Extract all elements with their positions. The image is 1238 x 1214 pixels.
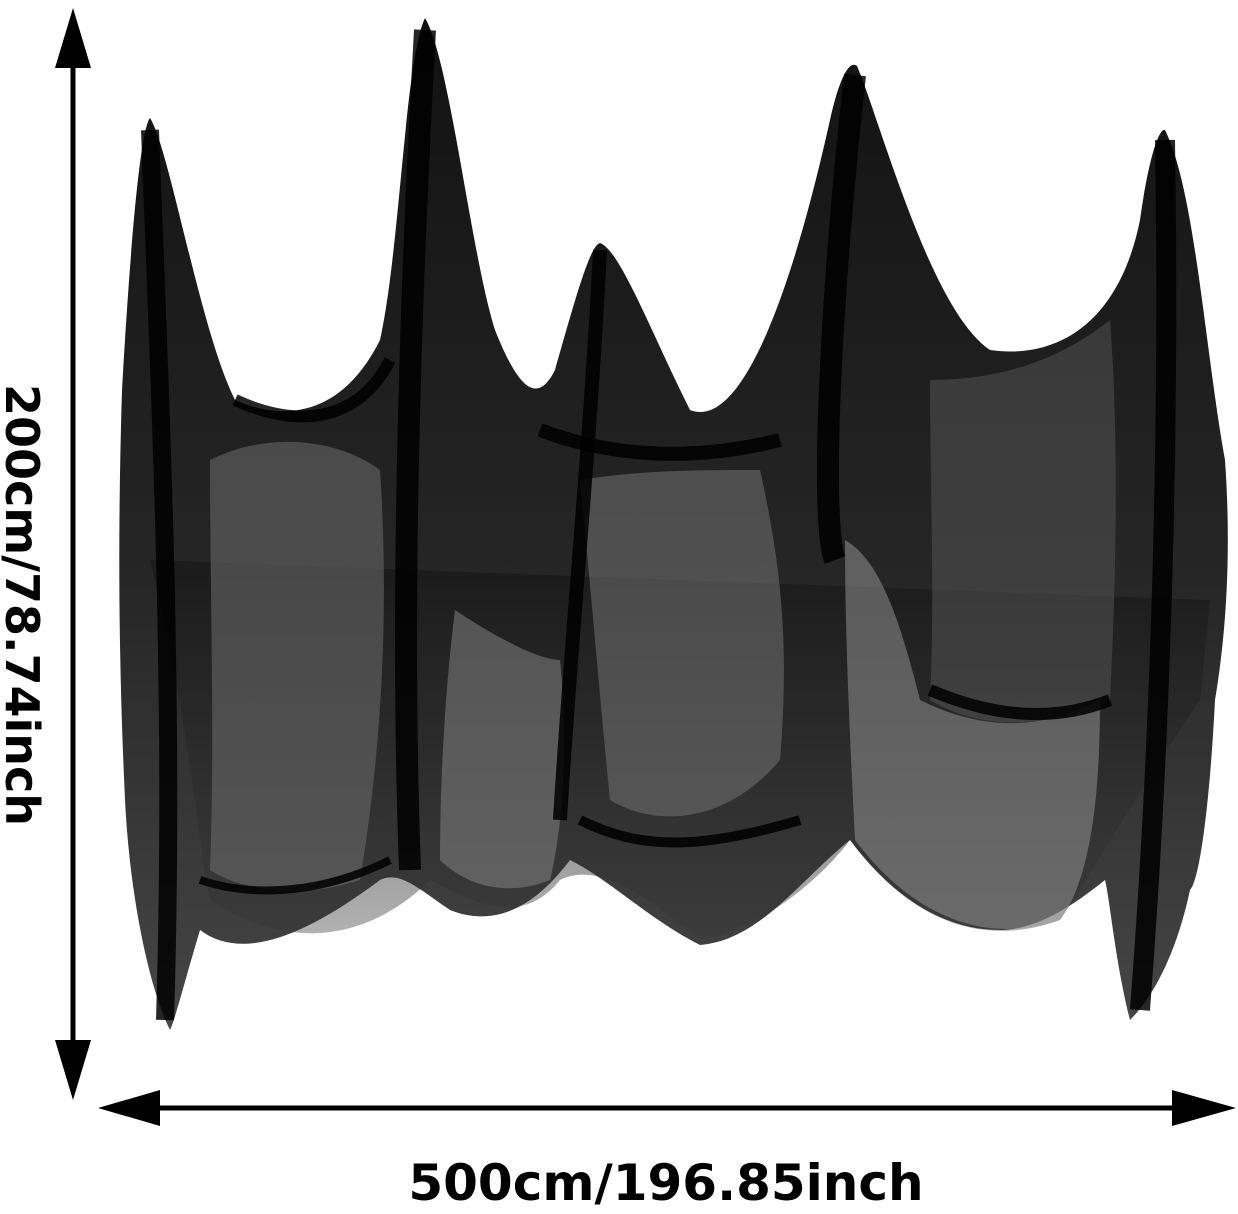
height-dimension-label: 200cm/78.74inch: [0, 383, 49, 827]
arrowhead-down-icon: [55, 1040, 91, 1100]
width-dimension-arrow: [98, 1090, 1236, 1126]
fabric-panel: [440, 610, 565, 889]
fabric-panel: [210, 441, 384, 891]
fabric-folds: [141, 29, 1177, 1021]
black-gauze-curtain: [119, 18, 1228, 1030]
arrowhead-up-icon: [55, 8, 91, 68]
height-dimension-arrow: [55, 8, 91, 1100]
fabric-panel: [930, 320, 1116, 723]
arrowhead-right-icon: [1172, 1090, 1236, 1126]
fabric-panel: [845, 540, 1100, 929]
fabric-panel: [580, 470, 784, 817]
width-dimension-label: 500cm/196.85inch: [408, 1154, 924, 1212]
arrowhead-left-icon: [98, 1090, 160, 1126]
